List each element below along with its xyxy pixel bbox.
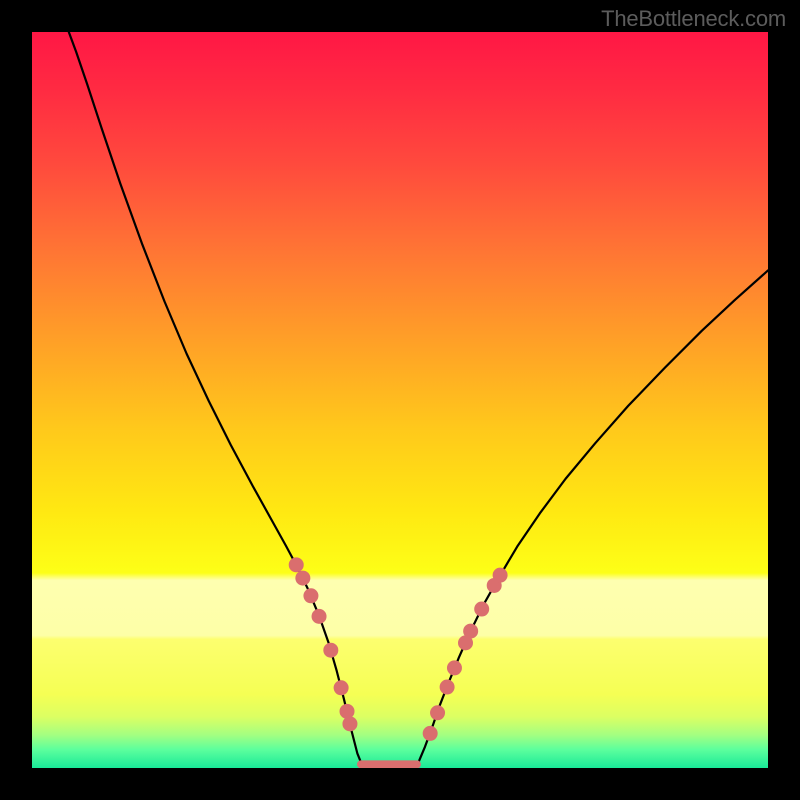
marker-point [447,660,462,675]
marker-point [440,680,455,695]
marker-point [312,609,327,624]
marker-point [342,716,357,731]
marker-point [474,602,489,617]
marker-point [423,726,438,741]
plot-area [32,32,768,768]
marker-point [289,557,304,572]
marker-point [430,705,445,720]
marker-point [463,624,478,639]
marker-point [323,643,338,658]
curve-right [415,270,768,768]
marker-point [340,704,355,719]
marker-point [334,680,349,695]
chart-overlay [32,32,768,768]
marker-point [295,571,310,586]
curves-group [69,32,768,768]
curve-left [69,32,363,768]
marker-point [303,588,318,603]
marker-point [493,568,508,583]
watermark-text: TheBottleneck.com [601,6,786,32]
markers-group [289,557,508,741]
